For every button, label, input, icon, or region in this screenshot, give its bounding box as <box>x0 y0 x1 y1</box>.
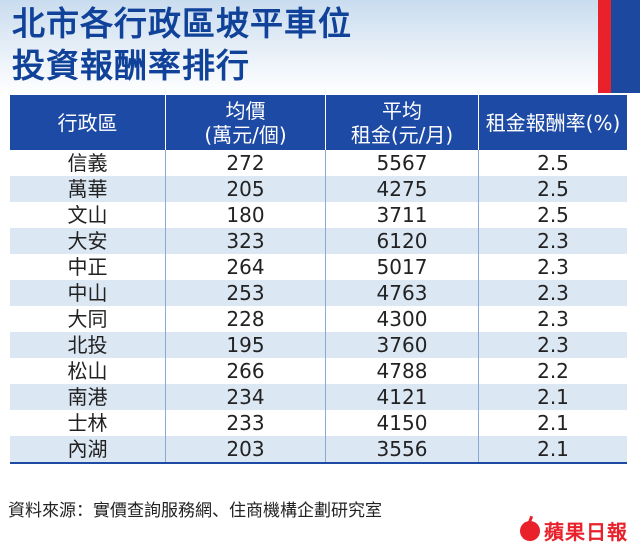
cell-avg-price: 323 <box>165 228 325 254</box>
table-row: 文山 180 3711 2.5 <box>10 202 627 228</box>
cell-yield: 2.3 <box>478 332 627 358</box>
cell-district: 文山 <box>67 203 108 227</box>
table-body: 信義 272 5567 2.5 萬華 205 4275 2.5 文山 180 3711 2.5 大安 32… <box>10 150 627 462</box>
cell-yield: 2.5 <box>478 202 627 228</box>
cell-yield: 2.5 <box>478 150 627 176</box>
cell-avg-price: 233 <box>165 410 325 436</box>
cell-avg-price: 203 <box>165 436 325 462</box>
table-row: 內湖 203 3556 2.1 <box>10 436 627 462</box>
cell-yield: 2.3 <box>478 228 627 254</box>
brand-name: 蘋果日報 <box>544 520 628 544</box>
header-yield-line-1: 租金報酬率(%) <box>485 110 621 135</box>
header-avg-rent-line-2: 租金(元/月) <box>350 122 454 147</box>
cell-yield: 2.3 <box>478 306 627 332</box>
header-district: 行政區 <box>10 95 165 150</box>
header-avg-price: 均價 (萬元/個) <box>165 95 325 150</box>
cell-district: 中正 <box>67 255 108 279</box>
cell-avg-price: 253 <box>165 280 325 306</box>
chart-subtitle: 投資報酬率排行 <box>12 46 250 85</box>
table-row: 士林 233 4150 2.1 <box>10 410 627 436</box>
cell-yield: 2.3 <box>478 280 627 306</box>
cell-avg-rent: 6120 <box>325 228 478 254</box>
cell-yield: 2.5 <box>478 176 627 202</box>
table-row: 中山 253 4763 2.3 <box>10 280 627 306</box>
cell-avg-price: 195 <box>165 332 325 358</box>
table-row: 松山 266 4788 2.2 <box>10 358 627 384</box>
cell-district: 中山 <box>67 281 108 305</box>
header-avg-rent-line-1: 平均 <box>382 98 422 123</box>
cell-avg-price: 264 <box>165 254 325 280</box>
title-banner: 北市各行政區坡平車位 投資報酬率排行 <box>0 0 640 95</box>
cell-district: 萬華 <box>67 177 108 201</box>
cell-district: 北投 <box>67 333 108 357</box>
cell-avg-rent: 5017 <box>325 254 478 280</box>
cell-avg-rent: 4763 <box>325 280 478 306</box>
table-header: 行政區 均價 (萬元/個) 平均 租金(元/月) 租金報酬率(%) <box>10 95 627 150</box>
table-row: 大同 228 4300 2.3 <box>10 306 627 332</box>
cell-yield: 2.2 <box>478 358 627 384</box>
table-row: 南港 234 4121 2.1 <box>10 384 627 410</box>
cell-district: 信義 <box>67 151 108 175</box>
cell-avg-rent: 4121 <box>325 384 478 410</box>
cell-avg-price: 228 <box>165 306 325 332</box>
cell-avg-rent: 4150 <box>325 410 478 436</box>
blue-accent-bar <box>611 0 640 93</box>
table-row: 大安 323 6120 2.3 <box>10 228 627 254</box>
cell-district: 士林 <box>67 411 108 435</box>
header-avg-rent: 平均 租金(元/月) <box>325 95 478 150</box>
cell-district: 大安 <box>67 229 108 253</box>
source-note: 資料來源：實價查詢服務網、住商機構企劃研究室 <box>8 501 382 521</box>
header-district-line-1: 行政區 <box>57 110 118 135</box>
cell-avg-price: 272 <box>165 150 325 176</box>
brand-logo: 蘋果日報 <box>520 516 628 545</box>
cell-avg-rent: 3711 <box>325 202 478 228</box>
cell-district: 大同 <box>67 307 108 331</box>
cell-district: 南港 <box>67 385 108 409</box>
cell-avg-price: 180 <box>165 202 325 228</box>
cell-avg-price: 205 <box>165 176 325 202</box>
cell-avg-price: 234 <box>165 384 325 410</box>
cell-district: 內湖 <box>67 437 108 461</box>
cell-avg-rent: 4275 <box>325 176 478 202</box>
cell-district: 松山 <box>67 359 108 383</box>
cell-yield: 2.1 <box>478 436 627 462</box>
cell-yield: 2.3 <box>478 254 627 280</box>
table-row: 信義 272 5567 2.5 <box>10 150 627 176</box>
table-row: 萬華 205 4275 2.5 <box>10 176 627 202</box>
header-yield: 租金報酬率(%) <box>478 95 627 150</box>
table-row: 中正 264 5017 2.3 <box>10 254 627 280</box>
cell-avg-price: 266 <box>165 358 325 384</box>
table-bottom-rule <box>10 462 627 464</box>
cell-avg-rent: 3760 <box>325 332 478 358</box>
header-avg-price-line-2: (萬元/個) <box>204 122 287 147</box>
apple-icon <box>520 520 540 541</box>
table-row: 北投 195 3760 2.3 <box>10 332 627 358</box>
cell-avg-rent: 5567 <box>325 150 478 176</box>
cell-avg-rent: 4300 <box>325 306 478 332</box>
chart-title: 北市各行政區坡平車位 <box>12 4 352 43</box>
cell-avg-rent: 3556 <box>325 436 478 462</box>
header-avg-price-line-1: 均價 <box>225 98 266 123</box>
cell-yield: 2.1 <box>478 384 627 410</box>
cell-avg-rent: 4788 <box>325 358 478 384</box>
cell-yield: 2.1 <box>478 410 627 436</box>
red-accent-bar <box>598 0 611 93</box>
